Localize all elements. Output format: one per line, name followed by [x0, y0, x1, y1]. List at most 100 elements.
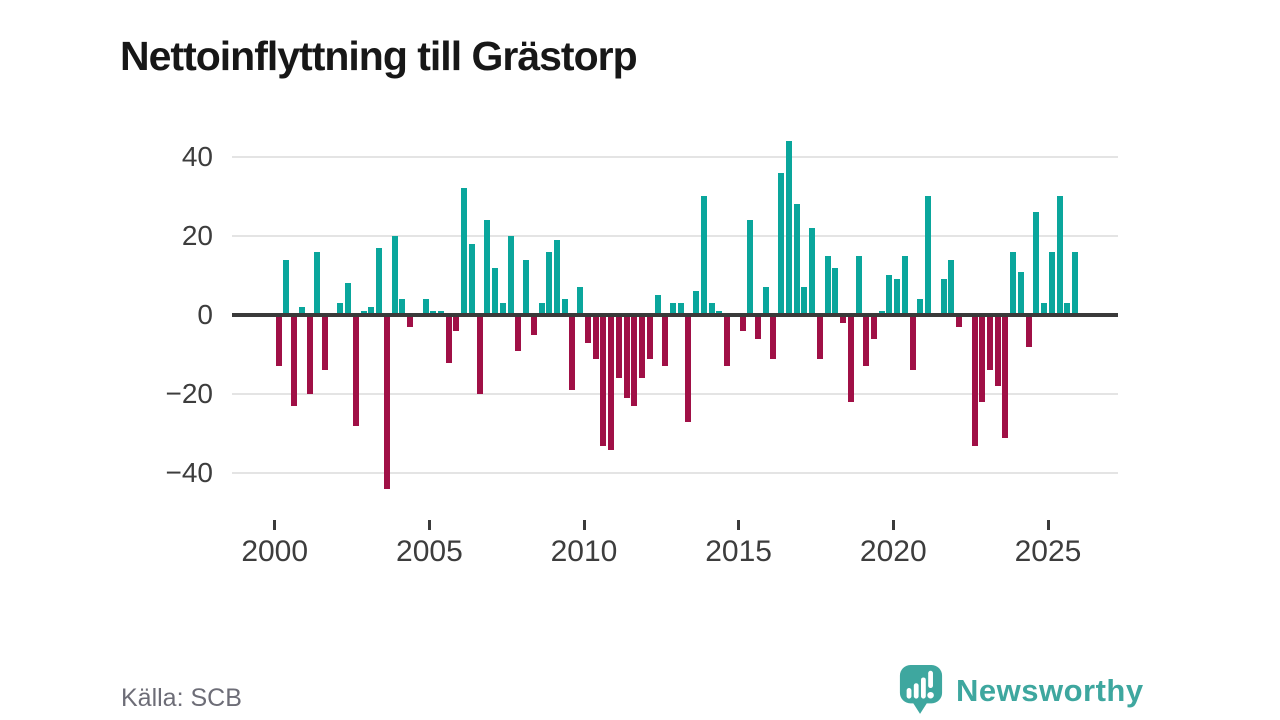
- bar-negative: [770, 315, 777, 359]
- x-tick: [891, 520, 895, 530]
- gridline: [232, 472, 1118, 475]
- bar-positive: [499, 303, 506, 315]
- bar-negative: [608, 315, 615, 450]
- bar-negative: [631, 315, 638, 406]
- bar-positive: [391, 235, 398, 315]
- bar-negative: [453, 315, 460, 331]
- bar-negative: [662, 315, 669, 367]
- bar-negative: [956, 315, 962, 327]
- bar-negative: [407, 315, 413, 327]
- bar-positive: [461, 188, 468, 315]
- bar-positive: [1041, 303, 1048, 315]
- x-axis-label: 2010: [550, 535, 618, 568]
- bar-positive: [669, 303, 676, 315]
- x-tick: [737, 520, 741, 530]
- bar-positive: [553, 239, 560, 315]
- bar-negative: [615, 315, 622, 379]
- bar-negative: [739, 315, 746, 331]
- bar-positive: [492, 267, 499, 315]
- x-axis-label: 2005: [396, 535, 463, 568]
- bar-negative: [592, 315, 599, 359]
- bar-positive: [855, 255, 862, 315]
- bar-negative: [623, 315, 630, 399]
- bar-positive: [399, 299, 406, 315]
- bar-positive: [1033, 212, 1040, 315]
- bar-negative: [1025, 315, 1032, 347]
- newsworthy-wordmark: Newsworthy: [956, 673, 1144, 708]
- y-axis-label: 20: [181, 219, 213, 251]
- bar-negative: [530, 315, 537, 335]
- x-tick: [1046, 520, 1050, 530]
- bar-positive: [809, 228, 816, 315]
- bar-positive: [801, 287, 808, 315]
- bar-positive: [1072, 251, 1078, 315]
- x-axis-label: 2015: [705, 535, 772, 568]
- bar-positive: [507, 235, 514, 315]
- bar-negative: [909, 315, 916, 371]
- bar-positive: [793, 204, 800, 315]
- bar-positive: [368, 307, 375, 315]
- x-axis-label: 2020: [859, 535, 927, 568]
- bar-negative: [646, 315, 653, 359]
- bar-positive: [314, 251, 321, 315]
- y-axis-label: 40: [181, 140, 213, 172]
- x-tick: [273, 520, 277, 530]
- bar-positive: [1017, 271, 1024, 315]
- chart-title: Nettoinflyttning till Grästorp: [120, 33, 638, 80]
- bar-negative: [755, 315, 761, 339]
- bar-positive: [577, 287, 584, 315]
- bar-negative: [291, 315, 297, 406]
- bar-negative: [979, 315, 986, 402]
- bar-positive: [283, 259, 290, 315]
- bar-positive: [778, 172, 785, 315]
- newsworthy-logo: Newsworthy: [898, 665, 1144, 717]
- bar-negative: [994, 315, 1001, 387]
- bar-positive: [1010, 251, 1017, 315]
- bar-negative: [322, 315, 328, 371]
- bar-positive: [345, 283, 352, 315]
- x-axis-label: 2000: [241, 535, 309, 568]
- bar-negative: [863, 315, 870, 367]
- bar-negative: [445, 315, 452, 363]
- bar-positive: [1056, 196, 1063, 315]
- bar-negative: [515, 315, 522, 351]
- bar-positive: [693, 291, 700, 315]
- newsworthy-bubble-chart-icon: [898, 663, 944, 719]
- x-tick: [427, 520, 431, 530]
- bar-negative: [987, 315, 993, 371]
- bar-negative: [476, 315, 483, 395]
- bar-negative: [724, 315, 731, 367]
- bar-positive: [298, 307, 305, 315]
- bar-positive: [925, 196, 932, 315]
- bar-positive: [917, 299, 924, 315]
- bar-negative: [1002, 315, 1009, 438]
- x-tick: [582, 520, 586, 530]
- bar-positive: [824, 255, 831, 315]
- bar-positive: [762, 287, 769, 315]
- bar-positive: [785, 141, 792, 315]
- bar-negative: [840, 315, 846, 323]
- bar-positive: [538, 303, 545, 315]
- gridline: [232, 155, 1118, 158]
- y-axis-label: 0: [197, 299, 213, 330]
- gridline: [232, 234, 1118, 237]
- plot-area: −40 −20 0 20 40 2000 2005 2010 2015 2020 2025: [165, 140, 1118, 568]
- y-axis-label: −40: [165, 457, 214, 489]
- bar-negative: [306, 315, 313, 395]
- bar-positive: [700, 196, 707, 315]
- y-axis-label: −20: [165, 378, 214, 410]
- bar-positive: [677, 303, 684, 315]
- source-note: Källa: SCB: [121, 684, 242, 712]
- bar-positive: [561, 299, 568, 315]
- bar-negative: [275, 315, 282, 367]
- bar-positive: [886, 275, 893, 315]
- bar-positive: [747, 220, 754, 315]
- bar-positive: [708, 303, 715, 315]
- bar-positive: [523, 259, 529, 315]
- bar-positive: [546, 251, 553, 315]
- bar-positive: [422, 299, 429, 315]
- bar-negative: [383, 315, 390, 489]
- bar-positive: [948, 259, 955, 315]
- bar-positive: [1064, 303, 1071, 315]
- bar-positive: [894, 279, 901, 315]
